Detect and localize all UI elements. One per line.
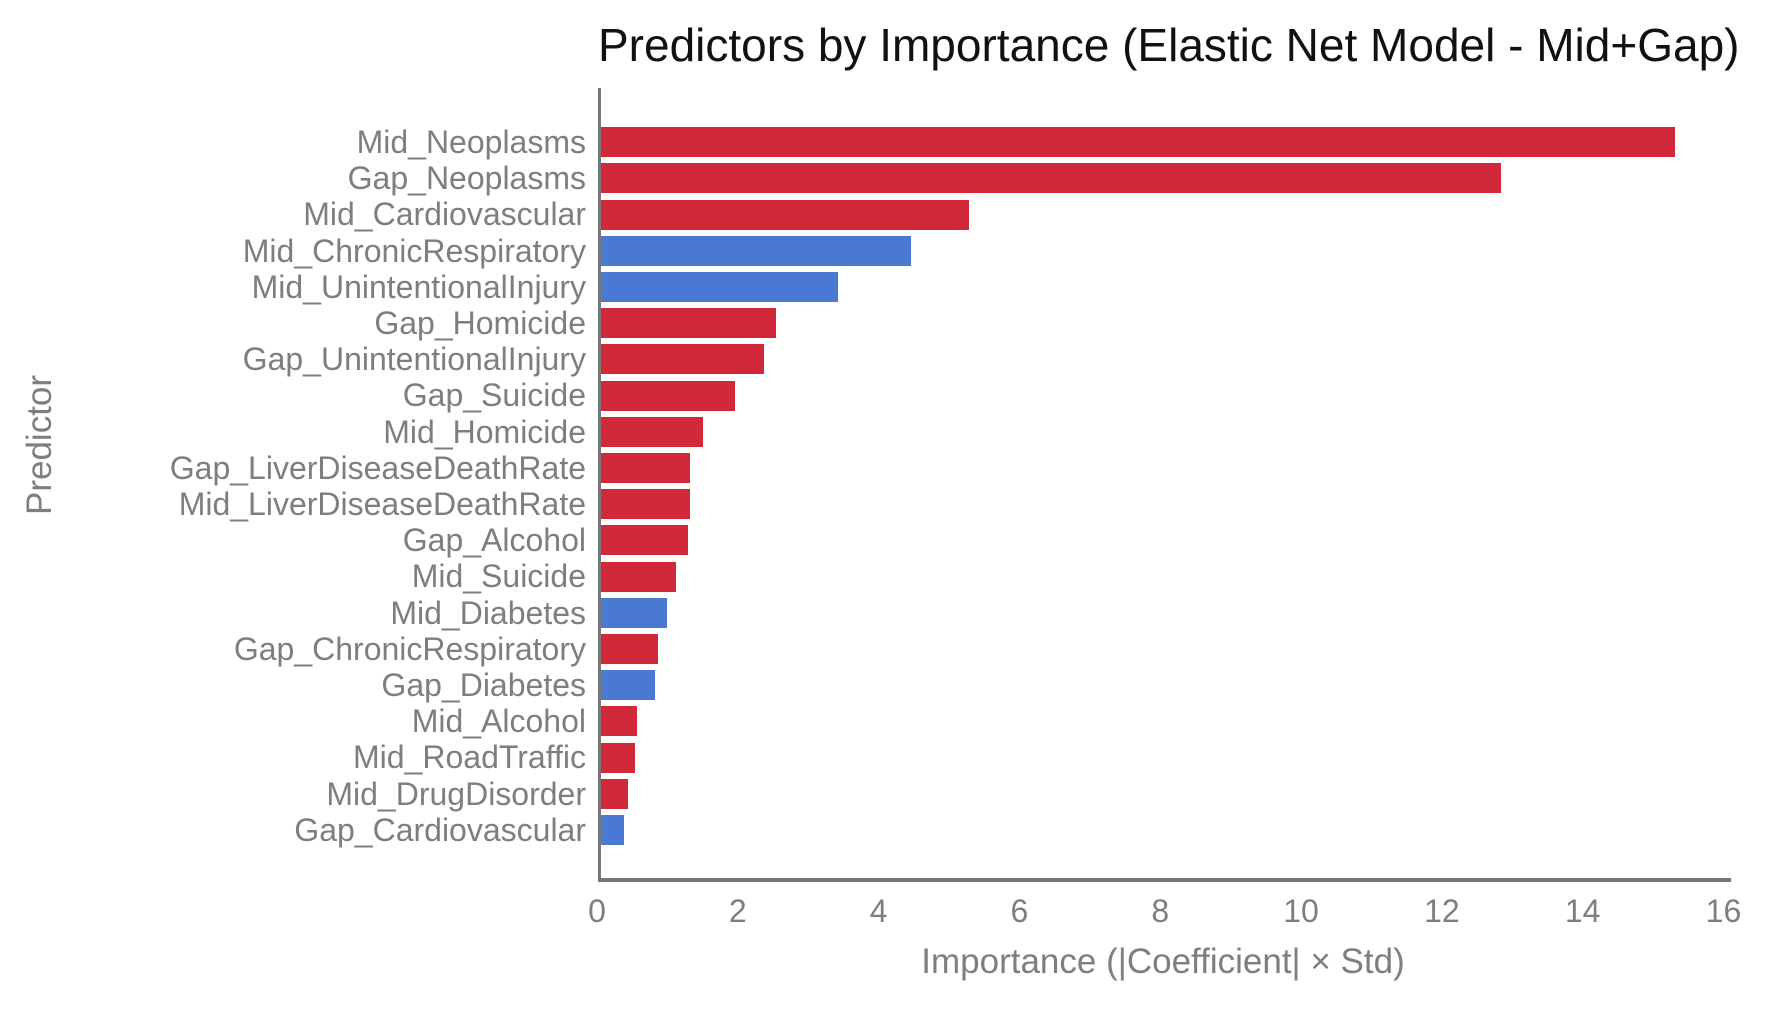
- x-tick-label: 4: [869, 893, 888, 929]
- y-tick-label: Gap_Homicide: [374, 305, 586, 341]
- y-tick-label: Gap_Alcohol: [402, 522, 586, 559]
- x-tick-label: 10: [1283, 893, 1319, 929]
- y-tick-label: Gap_ChronicRespiratory: [233, 630, 586, 667]
- y-tick-label: Mid_Homicide: [383, 413, 586, 450]
- y-tick-label: Gap_LiverDiseaseDeathRate: [169, 449, 586, 486]
- x-tick-label: 16: [1705, 893, 1742, 929]
- chart-title: Predictors by Importance (Elastic Net Mo…: [598, 19, 1740, 71]
- bar-Mid_ChronicRespiratory: [601, 235, 911, 266]
- y-tick-label: Gap_Diabetes: [381, 667, 586, 703]
- y-tick-label: Mid_LiverDiseaseDeathRate: [178, 486, 586, 522]
- bar-Mid_Neoplasms: [601, 127, 1676, 158]
- y-tick-label: Gap_Neoplasms: [347, 160, 586, 197]
- x-axis-title: Importance (|Coefficient| × Std): [921, 942, 1405, 981]
- y-tick-label: Gap_Cardiovascular: [294, 811, 586, 848]
- y-tick-label: Mid_Diabetes: [390, 594, 586, 631]
- y-tick-labels-group: Mid_Neoplasms Gap_Neoplasms Mid_Cardiovasc…: [0, 88, 586, 878]
- x-tick-label: 14: [1564, 893, 1601, 929]
- x-tick-label: 12: [1424, 893, 1460, 929]
- y-tick-label: Mid_ChronicRespiratory: [242, 232, 586, 269]
- bar-Gap_Neoplasms: [601, 163, 1501, 194]
- y-tick-label: Mid_Alcohol: [411, 703, 586, 740]
- bar-Gap_ChronicRespiratory: [601, 633, 659, 664]
- bar-Gap_Homicide: [601, 308, 776, 339]
- bar-Gap_Diabetes: [601, 670, 656, 701]
- y-tick-label: Mid_RoadTraffic: [353, 739, 586, 776]
- bar-Mid_Suicide: [601, 561, 676, 592]
- plot-area: [598, 88, 1731, 882]
- x-tick-label: 8: [1151, 893, 1170, 929]
- bar-Mid_RoadTraffic: [601, 742, 636, 773]
- x-tick-labels-group: 0 2 4 6 8 10 12 14 16: [0, 893, 1780, 933]
- y-tick-label: Mid_DrugDisorder: [326, 775, 586, 812]
- x-tick-label: 6: [1010, 893, 1029, 929]
- bar-Gap_Alcohol: [601, 525, 688, 556]
- bar-Mid_Homicide: [601, 416, 704, 447]
- y-tick-label: Mid_Cardiovascular: [303, 196, 586, 233]
- bar-Gap_LiverDiseaseDeathRate: [601, 452, 691, 483]
- y-tick-label: Mid_Neoplasms: [356, 124, 586, 160]
- bar-Mid_Diabetes: [601, 597, 668, 628]
- bar-Gap_Cardiovascular: [601, 814, 625, 845]
- bar-Mid_DrugDisorder: [601, 778, 628, 809]
- bar-Mid_LiverDiseaseDeathRate: [601, 489, 690, 520]
- y-tick-label: Gap_UnintentionalInjury: [242, 341, 586, 378]
- y-tick-label: Mid_Suicide: [411, 558, 586, 595]
- x-tick-label: 0: [588, 893, 606, 929]
- bar-Gap_UnintentionalInjury: [601, 344, 764, 375]
- y-tick-label: Gap_Suicide: [402, 377, 586, 414]
- x-tick-label: 2: [728, 893, 747, 929]
- y-tick-label: Mid_UnintentionalInjury: [251, 268, 586, 305]
- bar-Gap_Suicide: [601, 380, 735, 411]
- bar-Mid_Alcohol: [601, 706, 637, 737]
- bar-Mid_UnintentionalInjury: [601, 271, 838, 302]
- bar-Mid_Cardiovascular: [601, 199, 969, 230]
